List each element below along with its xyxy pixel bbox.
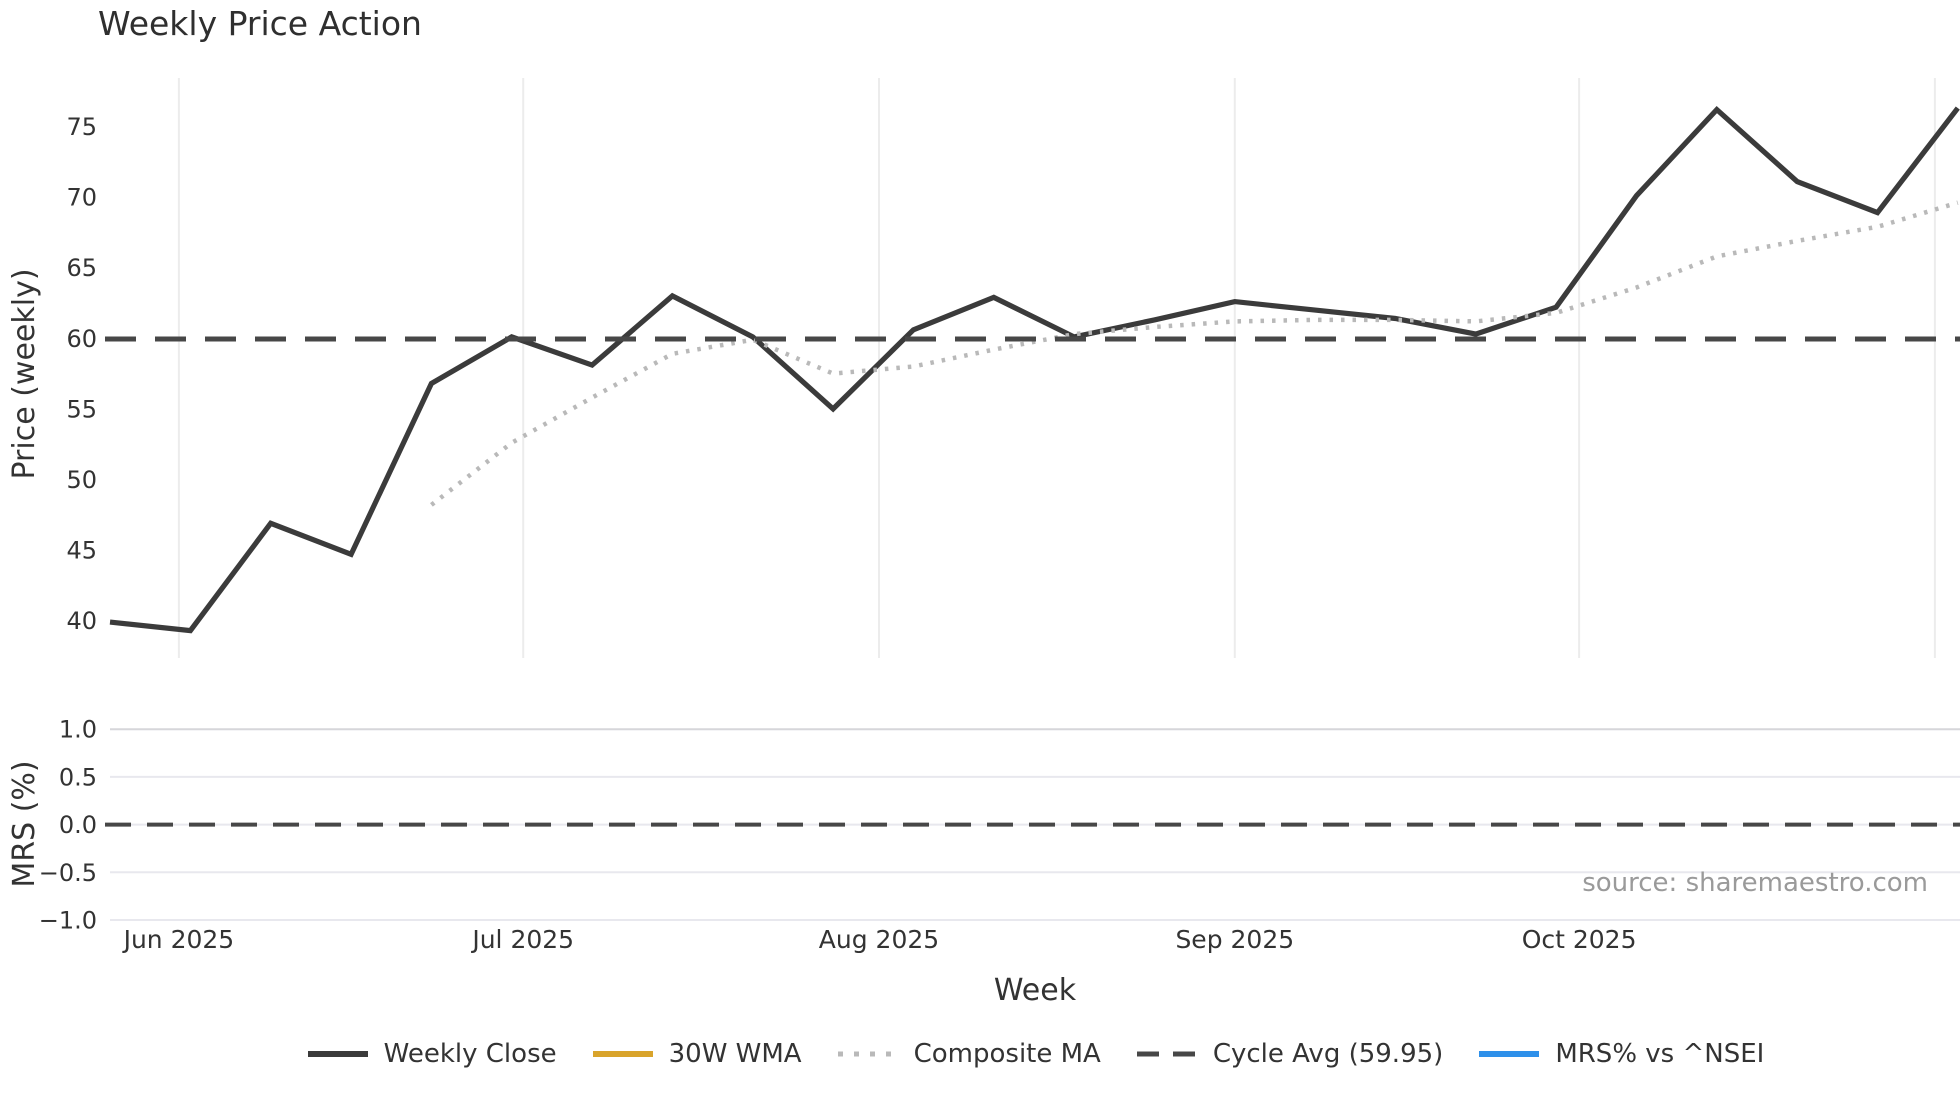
price-y-axis: 40 45 50 55 60 65 70 75 xyxy=(66,113,97,635)
legend-label: Composite MA xyxy=(913,1039,1101,1069)
mrs-y-tick: −1.0 xyxy=(39,907,97,935)
mrs-y-axis-label: MRS (%) xyxy=(7,760,42,887)
legend-item-cycle-avg-59-95: Cycle Avg (59.95) xyxy=(1135,1039,1443,1069)
price-y-tick: 50 xyxy=(66,466,97,494)
legend-item-composite-ma: Composite MA xyxy=(836,1039,1101,1069)
x-tick-label: Jun 2025 xyxy=(122,925,235,954)
chart-legend: Weekly Close 30W WMA Composite MA Cycle Avg… xyxy=(110,1030,1960,1078)
x-tick-label: Oct 2025 xyxy=(1522,925,1637,954)
price-y-tick: 40 xyxy=(66,607,97,635)
legend-item-mrs-vs-nsei: MRS% vs ^NSEI xyxy=(1477,1039,1764,1069)
legend-item-30w-wma: 30W WMA xyxy=(591,1039,802,1069)
mrs-y-tick: −0.5 xyxy=(39,859,97,887)
legend-swatch-solid xyxy=(307,1051,368,1057)
legend-swatch-dotted xyxy=(837,1051,898,1057)
mrs-panel: −1.0 −0.5 0.0 0.5 1.0 MRS (%) xyxy=(7,716,1960,935)
chart-title: Weekly Price Action xyxy=(98,4,422,43)
price-y-axis-label: Price (weekly) xyxy=(7,268,42,479)
x-tick-label: Jul 2025 xyxy=(470,925,574,954)
legend-label: Weekly Close xyxy=(383,1039,557,1069)
price-y-tick: 55 xyxy=(66,395,97,423)
x-axis-label: Week xyxy=(994,973,1077,1008)
price-y-tick: 75 xyxy=(66,113,97,141)
legend-label: Cycle Avg (59.95) xyxy=(1212,1039,1444,1069)
mrs-y-tick: 0.5 xyxy=(59,763,97,791)
legend-label: MRS% vs ^NSEI xyxy=(1555,1039,1765,1069)
legend-label: 30W WMA xyxy=(668,1039,802,1069)
mrs-y-tick: 0.0 xyxy=(59,811,97,839)
x-tick-label: Sep 2025 xyxy=(1175,925,1294,954)
composite-ma-line xyxy=(430,200,1959,507)
weekly-close-line xyxy=(109,105,1960,634)
source-note: source: sharemaestro.com xyxy=(1582,868,1928,898)
mrs-y-tick: 1.0 xyxy=(59,716,97,744)
legend-swatch-dashed xyxy=(1136,1051,1197,1057)
legend-swatch-solid xyxy=(1479,1051,1540,1057)
price-y-tick: 60 xyxy=(66,325,97,353)
price-y-tick: 65 xyxy=(66,254,97,282)
price-y-tick: 70 xyxy=(66,184,97,212)
price-y-tick: 45 xyxy=(66,537,97,565)
month-gridlines xyxy=(177,78,1936,658)
legend-swatch-solid xyxy=(592,1051,653,1057)
x-tick-label: Aug 2025 xyxy=(819,925,939,954)
x-axis: Jun 2025 Jul 2025 Aug 2025 Sep 2025 Oct 2025… xyxy=(122,925,1637,1008)
legend-item-weekly-close: Weekly Close xyxy=(306,1039,557,1069)
